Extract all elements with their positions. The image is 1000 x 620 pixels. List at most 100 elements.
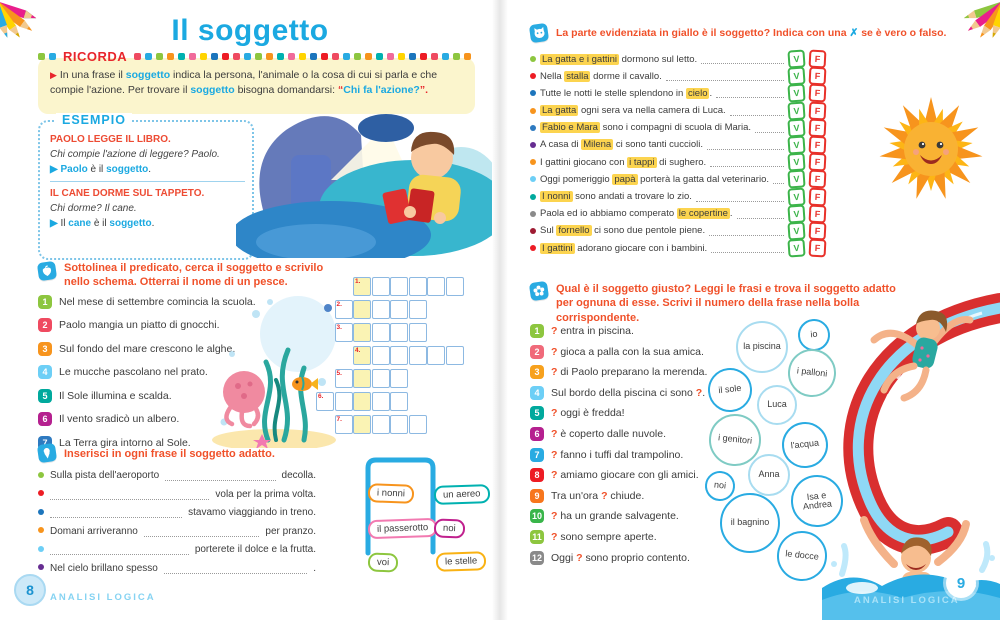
square-decoration (233, 52, 241, 60)
crossword-cell[interactable] (371, 415, 390, 434)
crossword-cell[interactable] (353, 415, 371, 434)
answer-blank[interactable] (50, 490, 210, 500)
square-decoration (134, 52, 142, 60)
false-checkbox[interactable]: F (808, 221, 827, 241)
sentence-text: Il Sole illumina e scalda. (59, 389, 172, 402)
true-checkbox[interactable]: V (787, 100, 806, 121)
crossword-cell[interactable] (334, 392, 353, 411)
crossword-cell[interactable] (390, 346, 408, 365)
false-checkbox[interactable]: F (808, 83, 827, 103)
true-checkbox[interactable]: V (787, 238, 806, 258)
ricorda-header: RICORDA (38, 49, 475, 64)
false-checkbox[interactable]: F (808, 238, 827, 258)
crossword-cell[interactable] (371, 300, 390, 319)
crossword-cell[interactable] (371, 346, 390, 365)
square-decoration (354, 52, 362, 60)
subject-bubble[interactable]: il bagnino (720, 493, 780, 553)
false-checkbox[interactable]: F (808, 187, 827, 206)
word-chip[interactable]: i nonni (367, 483, 415, 504)
true-checkbox[interactable]: V (787, 204, 806, 224)
crossword-cell[interactable] (353, 346, 371, 365)
crossword-cell[interactable] (371, 369, 390, 388)
answer-blank[interactable] (50, 508, 183, 518)
true-false-row: I gattini giocano con i tappi di sughero… (530, 152, 827, 172)
true-checkbox[interactable]: V (787, 169, 806, 189)
crossword-cell[interactable] (390, 392, 408, 411)
word-chip[interactable]: noi (433, 518, 466, 539)
crossword-cell[interactable] (408, 346, 427, 365)
crossword-cell[interactable] (353, 392, 371, 411)
true-checkbox[interactable]: V (787, 135, 806, 155)
crossword-cell[interactable] (390, 323, 408, 342)
true-checkbox[interactable]: V (787, 118, 806, 138)
crossword-cell[interactable] (427, 277, 445, 296)
crossword-cell[interactable] (371, 392, 390, 411)
sentence-row: 3 Sul fondo del mare crescono le alghe. (38, 341, 256, 356)
square-decoration (409, 52, 417, 60)
answer-blank[interactable] (143, 527, 260, 537)
crossword-cell[interactable] (390, 300, 408, 319)
crossword-cell[interactable] (316, 392, 334, 411)
crossword-cell[interactable] (390, 415, 408, 434)
crossword-cell[interactable] (371, 323, 390, 342)
crossword-cell[interactable] (445, 277, 464, 296)
ricorda-keyword: soggetto (190, 84, 235, 97)
sentence-text: decolla. (281, 470, 316, 481)
square-decoration (387, 52, 395, 60)
word-chip[interactable]: un aereo (433, 484, 490, 505)
crossword-cell[interactable] (408, 415, 427, 434)
dotted-leader (701, 54, 784, 64)
word-chip[interactable]: voi (367, 552, 399, 573)
crossword-cell[interactable] (371, 277, 390, 296)
false-checkbox[interactable]: F (808, 49, 827, 69)
false-checkbox[interactable]: F (808, 66, 827, 86)
subject-bubble[interactable]: la piscina (736, 321, 788, 373)
crossword-clue-number: 4. (355, 347, 361, 354)
square-decoration (365, 52, 373, 60)
crossword-cell[interactable] (353, 300, 371, 319)
crossword-cell[interactable] (408, 277, 427, 296)
true-checkbox[interactable]: V (787, 152, 806, 172)
true-checkbox[interactable]: V (787, 186, 806, 207)
item-number-badge: 10 (530, 509, 544, 524)
true-checkbox[interactable]: V (787, 49, 806, 69)
crossword-cell[interactable] (427, 346, 445, 365)
answer-blank[interactable] (165, 471, 276, 481)
true-checkbox[interactable]: V (787, 66, 806, 86)
subject-bubble[interactable]: il sole (705, 365, 755, 415)
subject-bubble[interactable]: Anna (748, 454, 790, 496)
crossword-cell[interactable] (353, 277, 371, 296)
crossword-cell[interactable] (334, 415, 353, 434)
answer-blank[interactable] (50, 545, 189, 555)
crossword-clue-number: 1. (355, 278, 361, 285)
answer-blank[interactable] (163, 564, 308, 574)
bullet-icon (530, 210, 536, 217)
word-chip[interactable]: il passerotto (367, 517, 438, 540)
crossword-cell[interactable] (445, 346, 464, 365)
crossword-cell[interactable] (390, 369, 408, 388)
true-checkbox[interactable]: V (787, 83, 806, 103)
false-checkbox[interactable]: F (808, 152, 827, 172)
ricorda-part: indica la persona, l'animale o la cosa d… (50, 69, 438, 97)
crossword-cell[interactable] (334, 300, 353, 319)
false-checkbox[interactable]: F (808, 135, 827, 155)
crossword-cell[interactable] (408, 300, 427, 319)
false-checkbox[interactable]: F (808, 101, 827, 120)
sentence-text: Tutte le notti le stelle splendono in ci… (540, 87, 713, 99)
crossword-cell[interactable] (334, 369, 353, 388)
false-checkbox[interactable]: F (808, 118, 827, 138)
sentence-text: ? entra in piscina. (551, 325, 634, 337)
false-checkbox[interactable]: F (808, 204, 827, 224)
subject-bubble[interactable]: Luca (757, 385, 797, 425)
crossword-cell[interactable] (390, 277, 408, 296)
crossword-cell[interactable] (334, 323, 353, 342)
word-chip[interactable]: le stelle (435, 551, 487, 572)
sentence-text: ? fanno i tuffi dal trampolino. (551, 448, 684, 461)
water-slide-illustration (822, 293, 1000, 620)
crossword-cell[interactable] (353, 323, 371, 342)
true-checkbox[interactable]: V (787, 221, 806, 241)
false-checkbox[interactable]: F (808, 169, 827, 189)
crossword-cell[interactable] (353, 369, 371, 388)
crossword-cell[interactable] (408, 323, 427, 342)
subject-bubble[interactable]: noi (703, 469, 737, 503)
